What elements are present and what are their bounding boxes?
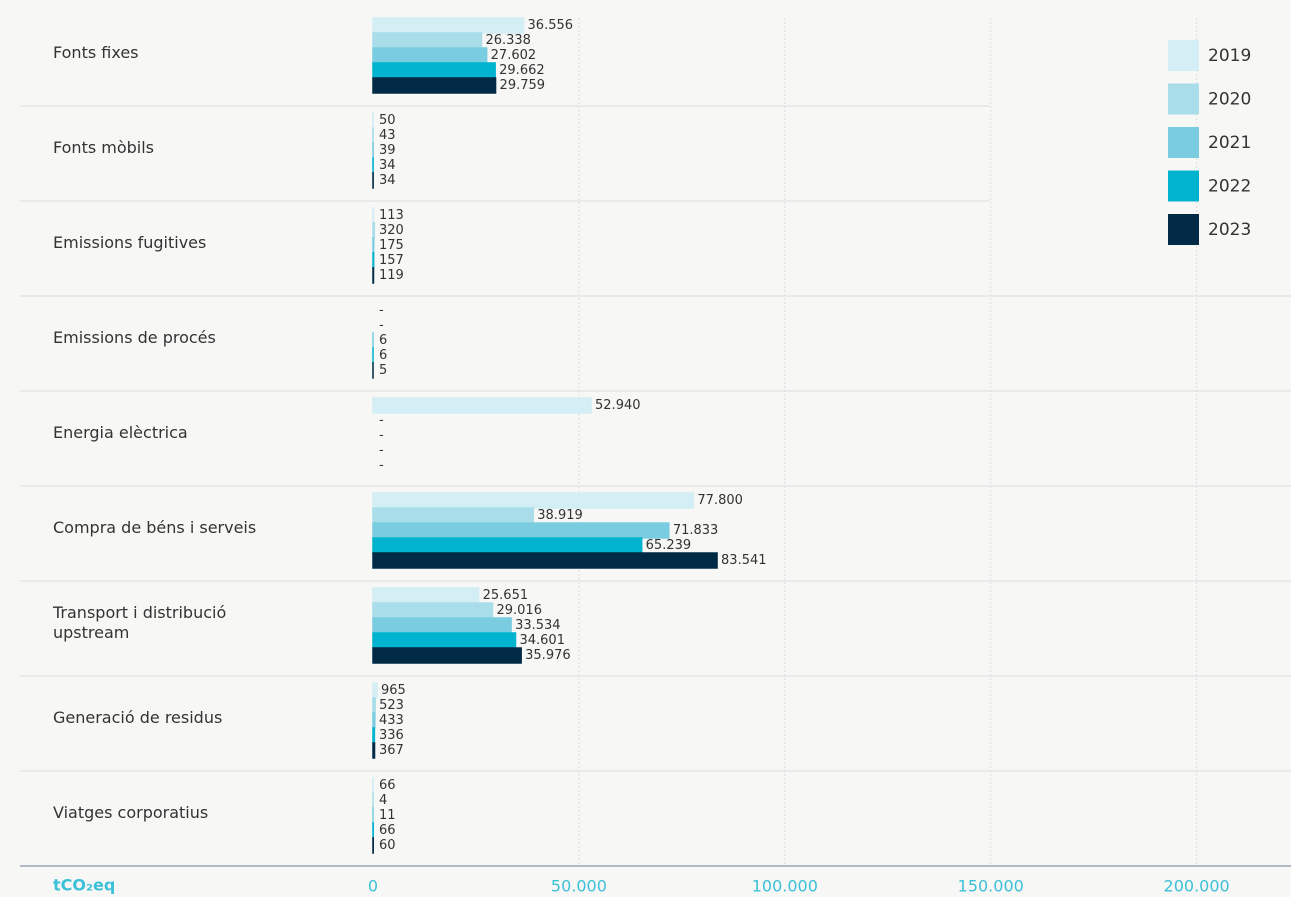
bar bbox=[372, 397, 592, 414]
x-tick-label: 0 bbox=[368, 877, 378, 896]
value-label: 320 bbox=[379, 223, 404, 238]
bar bbox=[372, 252, 375, 269]
value-label: 6 bbox=[379, 333, 387, 348]
value-label: 175 bbox=[379, 238, 404, 253]
bar bbox=[372, 32, 483, 49]
legend-label: 2021 bbox=[1208, 133, 1251, 153]
value-label: 25.651 bbox=[483, 588, 529, 603]
bar bbox=[372, 727, 376, 744]
value-label: 119 bbox=[379, 268, 404, 283]
bar bbox=[372, 552, 718, 569]
bar bbox=[372, 507, 535, 524]
bar bbox=[372, 62, 496, 79]
legend-label: 2019 bbox=[1208, 46, 1251, 66]
x-axis-label: tCO₂eq bbox=[53, 876, 115, 895]
legend-swatch bbox=[1168, 170, 1199, 202]
value-label: - bbox=[379, 428, 384, 443]
value-label: 523 bbox=[379, 698, 404, 713]
bar bbox=[372, 682, 378, 699]
value-label: 5 bbox=[379, 363, 387, 378]
bar bbox=[372, 492, 695, 509]
value-label: - bbox=[379, 443, 384, 458]
legend-label: 2020 bbox=[1208, 90, 1251, 110]
value-label: 43 bbox=[379, 128, 396, 143]
value-label: 29.759 bbox=[500, 78, 546, 93]
category-label: Fonts fixes bbox=[53, 42, 139, 62]
value-label: 29.662 bbox=[499, 63, 545, 78]
x-tick-label: 50.000 bbox=[551, 877, 607, 896]
legend-swatch bbox=[1168, 214, 1199, 245]
value-label: 26.338 bbox=[485, 33, 531, 48]
bar bbox=[372, 712, 376, 729]
value-label: 60 bbox=[379, 838, 396, 853]
value-label: 83.541 bbox=[721, 553, 767, 568]
bar bbox=[372, 17, 525, 34]
bar bbox=[372, 47, 488, 64]
category-label: Emissions fugitives bbox=[53, 232, 207, 252]
category-label: Emissions de procés bbox=[53, 327, 216, 347]
value-label: - bbox=[379, 303, 384, 318]
value-label: - bbox=[379, 458, 384, 473]
x-tick-label: 100.000 bbox=[752, 877, 818, 896]
value-label: 4 bbox=[379, 793, 387, 808]
value-label: 34 bbox=[379, 158, 396, 173]
bar bbox=[372, 647, 522, 664]
bar bbox=[372, 742, 376, 759]
legend-label: 2023 bbox=[1208, 220, 1251, 240]
value-label: 11 bbox=[379, 808, 396, 823]
value-label: 336 bbox=[379, 728, 404, 743]
value-label: 29.016 bbox=[496, 603, 542, 618]
bar bbox=[372, 222, 376, 239]
bar bbox=[372, 617, 512, 634]
legend-swatch bbox=[1168, 40, 1199, 71]
value-label: 965 bbox=[381, 683, 406, 698]
value-label: 71.833 bbox=[673, 523, 719, 538]
value-label: 34.601 bbox=[519, 633, 565, 648]
category-label: Fonts mòbils bbox=[53, 137, 155, 157]
category-label: Compra de béns i serveis bbox=[53, 517, 257, 537]
bar bbox=[372, 632, 517, 649]
value-label: 33.534 bbox=[515, 618, 561, 633]
value-label: 66 bbox=[379, 778, 396, 793]
legend-label: 2022 bbox=[1208, 177, 1251, 197]
value-label: - bbox=[379, 318, 384, 333]
value-label: 433 bbox=[379, 713, 404, 728]
category-label: Energia elèctrica bbox=[53, 422, 188, 442]
value-label: 39 bbox=[379, 143, 396, 158]
value-label: 36.556 bbox=[528, 18, 574, 33]
value-label: 38.919 bbox=[537, 508, 583, 523]
value-label: 77.800 bbox=[697, 493, 743, 508]
category-label: Viatges corporatius bbox=[53, 802, 209, 822]
value-label: 65.239 bbox=[646, 538, 692, 553]
legend-swatch bbox=[1168, 127, 1199, 158]
bar bbox=[372, 587, 480, 604]
value-label: 52.940 bbox=[595, 398, 641, 413]
value-label: 157 bbox=[379, 253, 404, 268]
value-label: 6 bbox=[379, 348, 387, 363]
legend-swatch bbox=[1168, 83, 1199, 115]
value-label: 367 bbox=[379, 743, 404, 758]
bar bbox=[372, 522, 670, 539]
x-tick-label: 200.000 bbox=[1164, 877, 1230, 896]
x-tick-label: 150.000 bbox=[958, 877, 1024, 896]
value-label: - bbox=[379, 413, 384, 428]
value-label: 66 bbox=[379, 823, 396, 838]
bar bbox=[372, 602, 494, 619]
value-label: 50 bbox=[379, 113, 396, 128]
bar bbox=[372, 697, 376, 714]
value-label: 34 bbox=[379, 173, 396, 188]
bar bbox=[372, 77, 497, 94]
value-label: 35.976 bbox=[525, 648, 571, 663]
value-label: 113 bbox=[379, 208, 404, 223]
category-label: Transport i distribució upstream bbox=[53, 602, 227, 642]
bar bbox=[372, 537, 643, 554]
category-label: Generació de residus bbox=[53, 707, 223, 727]
bar bbox=[372, 237, 375, 254]
value-label: 27.602 bbox=[491, 48, 537, 63]
